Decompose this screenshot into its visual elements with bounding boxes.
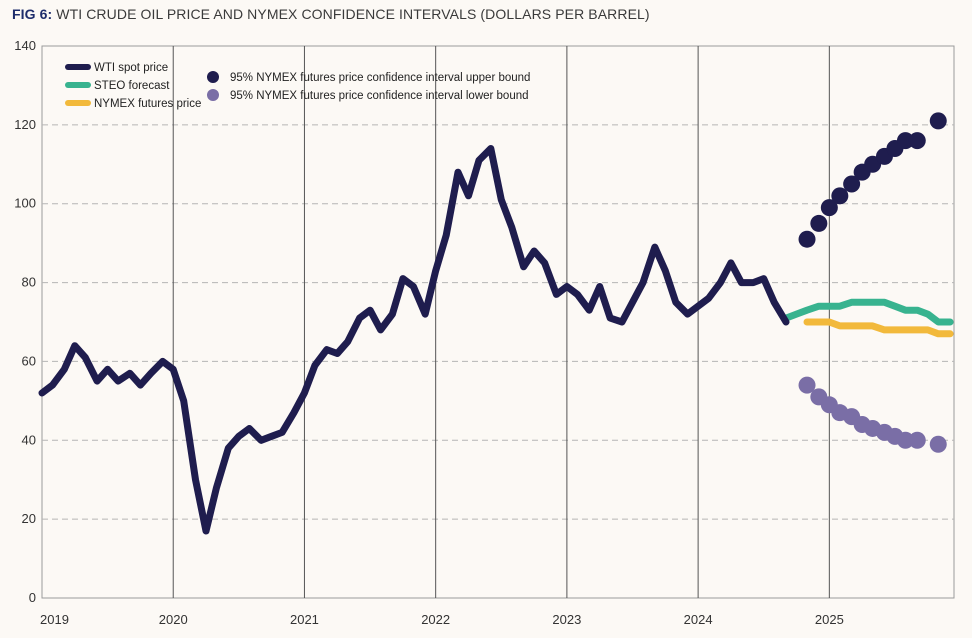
- y-tick-label: 0: [29, 590, 36, 605]
- series-layer: [38, 112, 954, 535]
- series-wti-spot-price: [38, 145, 790, 535]
- data-point: [831, 187, 849, 205]
- series-nymex-futures-price: [803, 318, 954, 338]
- x-tick-label: 2019: [40, 612, 69, 627]
- series-95-nymex-futures-price-confidence-interval-upper-bound: [798, 112, 947, 248]
- y-tick-label: 40: [22, 432, 36, 447]
- data-point: [896, 132, 914, 150]
- y-tick-label: 20: [22, 511, 36, 526]
- legend-label: NYMEX futures price: [94, 98, 201, 110]
- x-tick-label: 2020: [159, 612, 188, 627]
- series-line: [38, 145, 790, 535]
- data-point: [820, 199, 838, 217]
- data-point: [896, 431, 914, 449]
- plot-border: [41, 45, 955, 599]
- chart-title-text: WTI CRUDE OIL PRICE AND NYMEX CONFIDENCE…: [56, 6, 650, 22]
- legend-label: STEO forecast: [94, 80, 170, 92]
- x-tick-label: 2021: [290, 612, 319, 627]
- data-point: [929, 435, 947, 453]
- x-tick-label: 2025: [815, 612, 844, 627]
- grid: [42, 124, 954, 520]
- series-line: [782, 298, 954, 326]
- legend-marker: [207, 71, 219, 83]
- legend-label: 95% NYMEX futures price confidence inter…: [230, 72, 530, 84]
- legend-label: WTI spot price: [94, 62, 168, 74]
- data-point: [843, 175, 861, 193]
- y-tick-label: 100: [14, 196, 36, 211]
- y-tick-label: 60: [22, 353, 36, 368]
- data-point: [929, 112, 947, 130]
- chart-title: FIG 6: WTI CRUDE OIL PRICE AND NYMEX CONF…: [12, 6, 650, 22]
- data-point: [810, 214, 828, 232]
- y-axis: 0 20 40 60 80 100 120 140: [14, 38, 36, 605]
- x-axis: 2019 2020 2021 2022 2023 2024 2025: [40, 612, 844, 627]
- series-steo-forecast: [782, 298, 954, 326]
- y-tick-label: 140: [14, 38, 36, 53]
- data-point: [798, 230, 816, 248]
- year-dividers: [172, 46, 830, 598]
- y-tick-label: 80: [22, 275, 36, 290]
- x-tick-label: 2024: [684, 612, 713, 627]
- series-95-nymex-futures-price-confidence-interval-lower-bound: [798, 376, 947, 453]
- data-point: [908, 132, 926, 150]
- legend: WTI spot price STEO forecast NYMEX futures…: [65, 62, 530, 110]
- legend-label: 95% NYMEX futures price confidence inter…: [230, 90, 529, 102]
- x-tick-label: 2023: [552, 612, 581, 627]
- y-tick-label: 120: [14, 117, 36, 132]
- plot-frame: [41, 45, 955, 599]
- x-tick-label: 2022: [421, 612, 450, 627]
- figure-number: FIG 6:: [12, 6, 53, 22]
- series-line: [803, 318, 954, 338]
- data-point: [908, 431, 926, 449]
- legend-marker: [207, 89, 219, 101]
- data-point: [798, 376, 816, 394]
